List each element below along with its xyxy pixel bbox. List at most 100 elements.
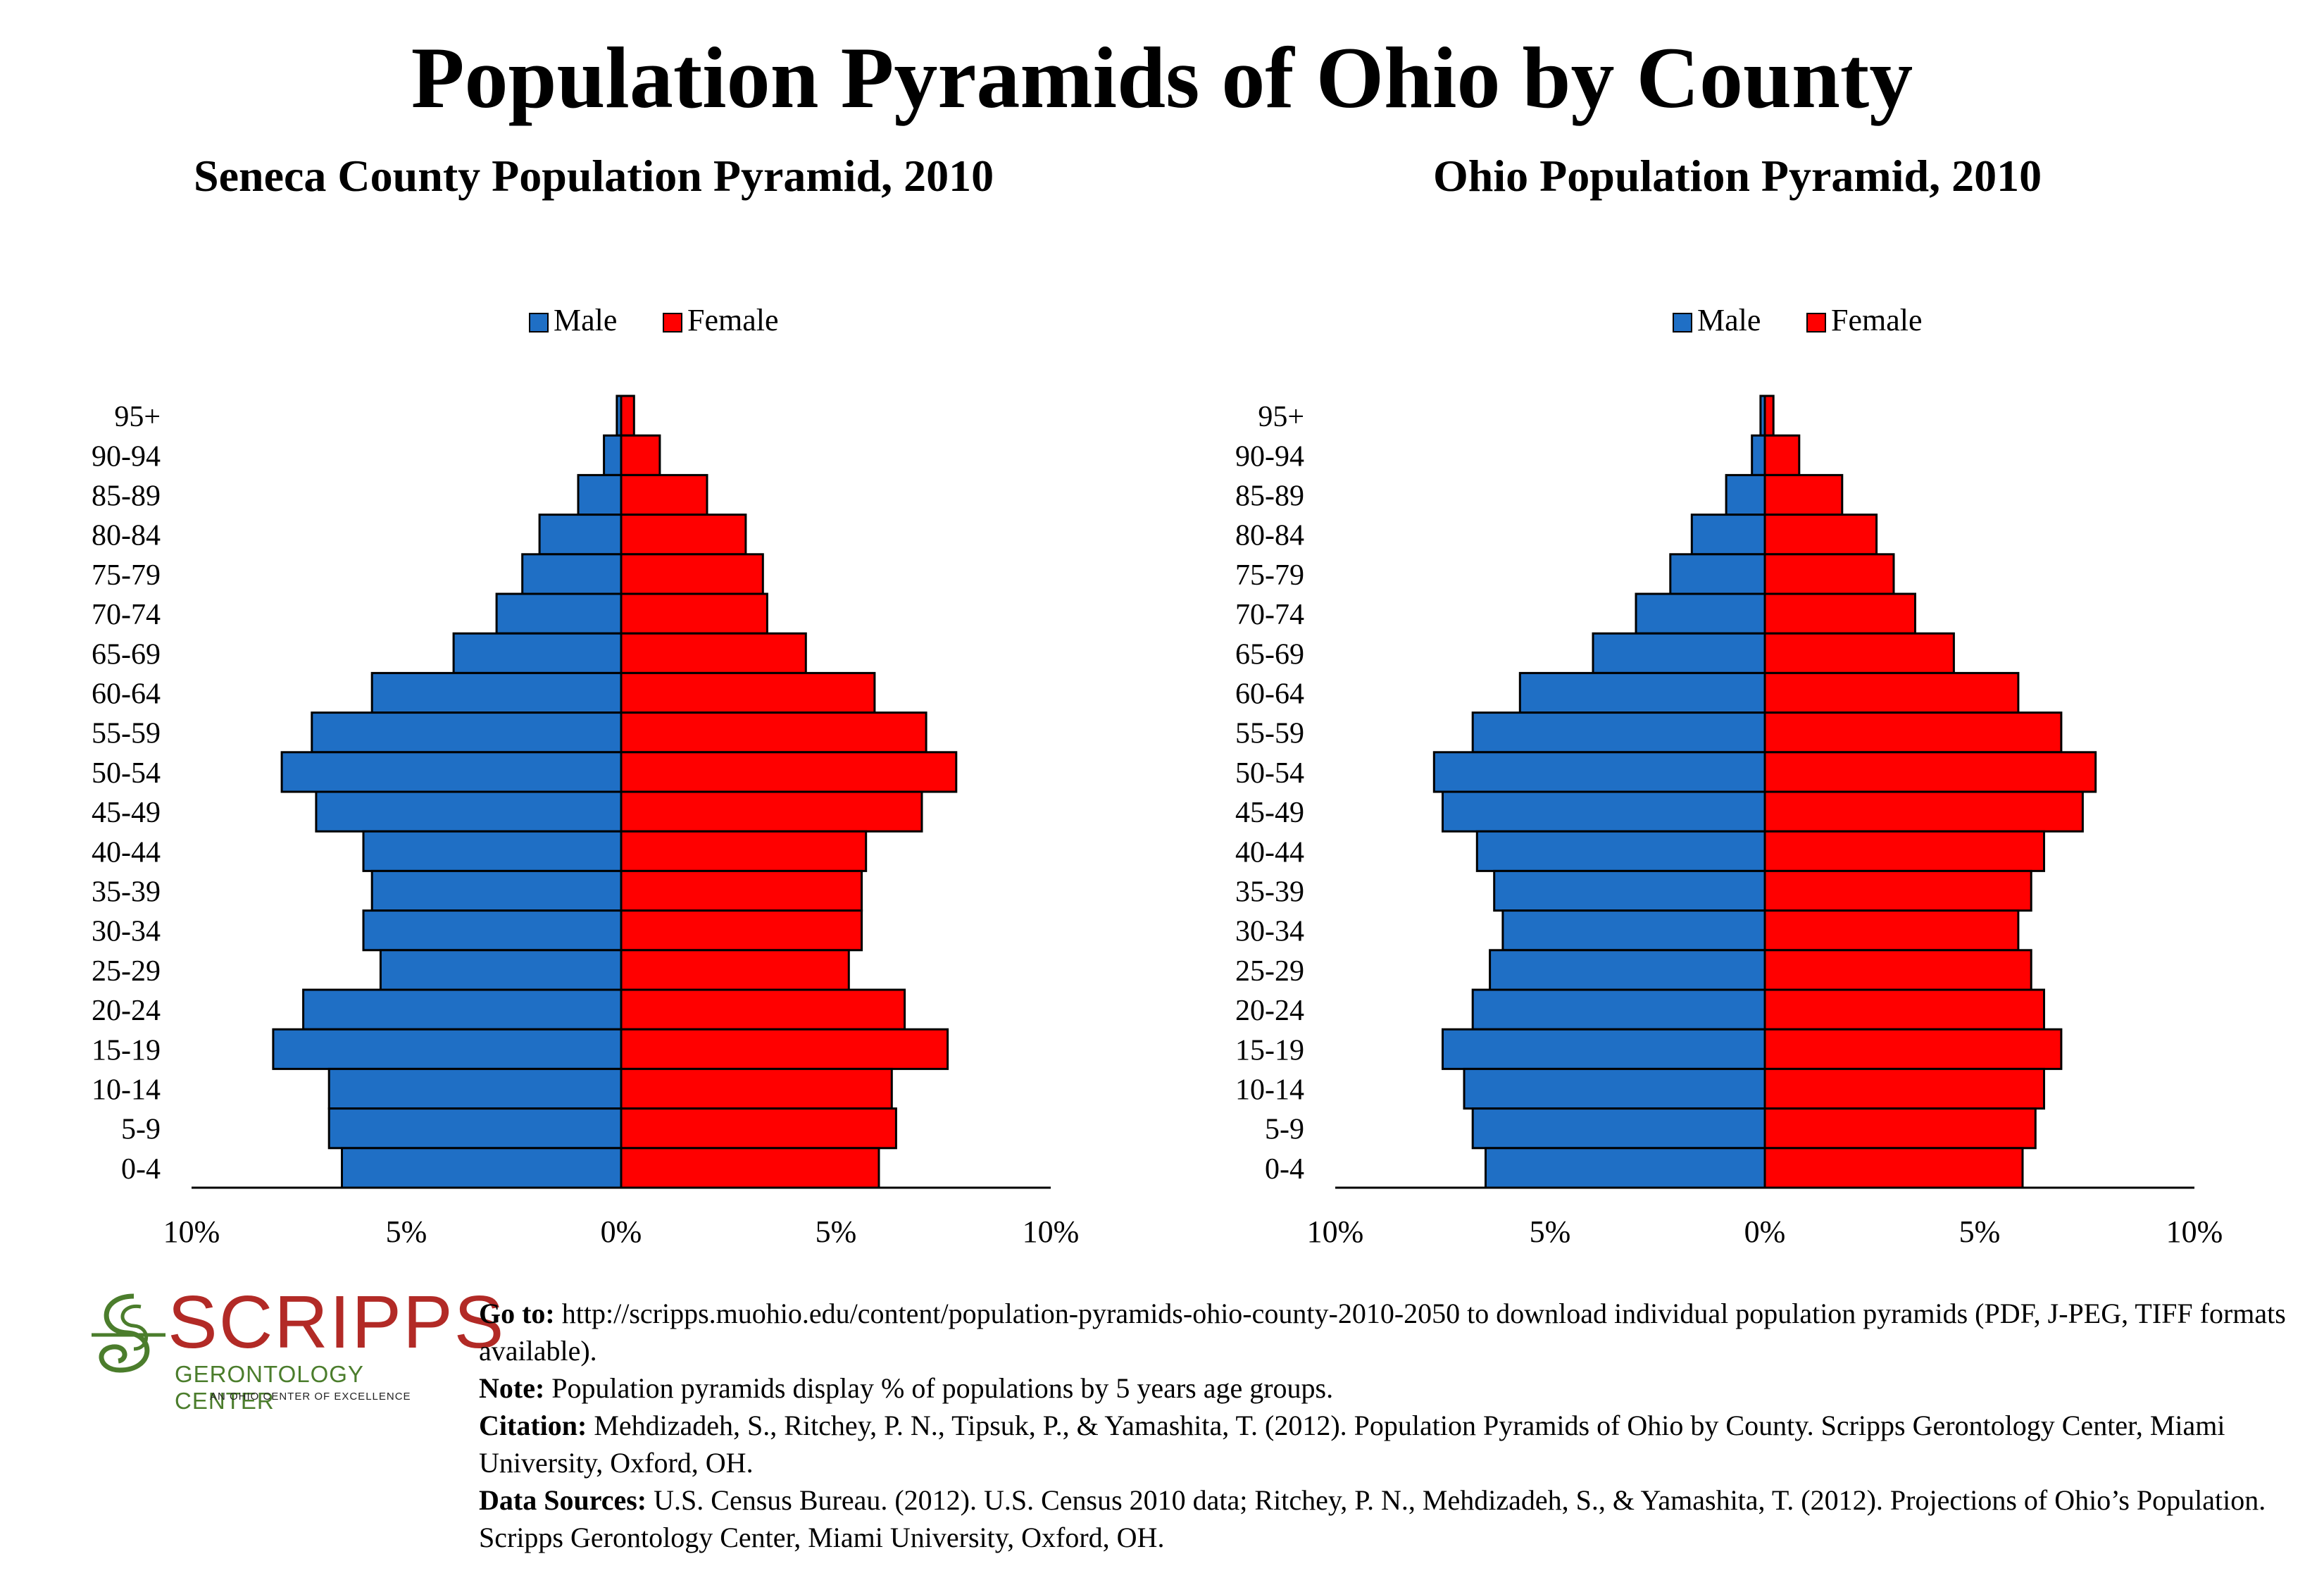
ohio-chart-title: Ohio Population Pyramid, 2010 [1433,151,2042,201]
male-bar [603,434,623,476]
legend-male-label: Male [554,303,617,337]
female-bar [620,1067,893,1110]
male-bar [1489,949,1766,991]
female-bar [620,514,747,556]
male-bar [370,671,623,714]
female-bar [1763,553,1895,595]
note-citation: Citation: Mehdizadeh, S., Ritchey, P. N.… [479,1407,2310,1481]
age-group-label: 10-14 [92,1074,161,1107]
female-bar [1763,592,1916,635]
legend-male-label: Male [1697,303,1761,337]
age-group-label: 95+ [1258,401,1304,433]
male-bar [370,869,623,912]
note-text: U.S. Census Bureau. (2012). U.S. Census … [479,1484,2266,1553]
male-bar [1432,751,1766,793]
female-bar [620,473,708,516]
male-bar [1471,711,1766,754]
age-group-label: 60-64 [1235,678,1304,711]
age-group-label: 45-49 [92,797,161,829]
age-group-label: 65-69 [92,638,161,671]
female-bar [620,1147,880,1189]
age-group-label: 25-29 [92,955,161,988]
seneca-chart-title: Seneca County Population Pyramid, 2010 [194,151,994,201]
female-bar [1763,751,2097,793]
note-data-sources: Data Sources: U.S. Census Bureau. (2012)… [479,1481,2310,1556]
logo-wordmark: SCRIPPS [168,1281,506,1364]
age-group-label: 60-64 [92,678,161,711]
male-bar [1442,790,1766,833]
male-bar [1690,514,1766,556]
age-group-label: 90-94 [1235,440,1304,473]
male-bar [302,988,623,1031]
female-bar [620,553,764,595]
male-bar [1471,1107,1766,1150]
female-bar [1763,671,2020,714]
note-label: Citation: [479,1410,587,1441]
x-tick-label: 5% [1530,1214,1571,1249]
legend-female-swatch [1806,313,1826,332]
male-bar [1463,1067,1766,1110]
x-tick-label: 10% [2166,1214,2223,1249]
x-tick-label: 5% [386,1214,427,1249]
female-bar [1763,1147,2024,1189]
female-bar [1763,434,1801,476]
logo-subtitle: GERONTOLOGY CENTER [175,1361,364,1414]
male-bar [1635,592,1766,635]
age-group-label: 75-79 [1235,559,1304,592]
age-group-label: 5-9 [1265,1114,1304,1146]
female-bar [1763,909,2020,952]
scripps-logo-mark-icon [92,1293,165,1373]
female-bar [620,869,863,912]
age-group-label: 40-44 [1235,836,1304,869]
age-group-label: 75-79 [92,559,161,592]
male-bar [280,751,623,793]
x-tick-label: 0% [1744,1214,1786,1249]
female-bar [1763,473,1844,516]
male-bar [1501,909,1766,952]
legend-male-swatch [1673,313,1692,332]
age-group-label: 50-54 [1235,757,1304,790]
legend-female-swatch [663,313,682,332]
age-group-label: 35-39 [1235,876,1304,909]
female-bar [620,909,863,952]
male-bar [538,514,623,556]
male-bar [362,909,623,952]
male-bar [1518,671,1766,714]
male-bar [495,592,623,635]
male-bar [341,1147,623,1189]
male-bar [1493,869,1766,912]
female-bar [620,790,923,833]
male-bar [362,830,623,872]
female-bar [620,988,906,1031]
female-bar [620,434,661,476]
female-bar [1763,949,2032,991]
male-bar [1442,1028,1766,1070]
x-tick-label: 0% [601,1214,642,1249]
female-bar [620,394,635,437]
logo-tagline: AN OHIO CENTER OF EXCELLENCE [210,1391,411,1403]
note-text: Mehdizadeh, S., Ritchey, P. N., Tipsuk, … [479,1410,2225,1479]
age-group-label: 85-89 [1235,480,1304,513]
female-bar [1763,632,1955,674]
male-bar [311,711,623,754]
age-group-label: 30-34 [1235,916,1304,948]
age-group-label: 20-24 [1235,995,1304,1027]
female-bar [620,671,876,714]
notes-block: Go to: http://scripps.muohio.edu/content… [479,1295,2310,1556]
age-group-label: 50-54 [92,757,161,790]
female-bar [1763,988,2045,1031]
age-group-label: 45-49 [1235,797,1304,829]
female-bar [1763,711,2063,754]
age-group-label: 0-4 [121,1153,161,1186]
note-label: Note: [479,1372,545,1404]
female-bar [1763,1107,2037,1150]
page-title: Population Pyramids of Ohio by County [411,30,1913,126]
female-bar [620,830,868,872]
note-text: Population pyramids display % of populat… [544,1372,1334,1404]
age-group-label: 10-14 [1235,1074,1304,1107]
note-go-to: Go to: http://scripps.muohio.edu/content… [479,1295,2310,1369]
female-bar [620,711,927,754]
female-bar [1763,790,2084,833]
age-group-label: 35-39 [92,876,161,909]
age-group-label: 70-74 [1235,599,1304,631]
